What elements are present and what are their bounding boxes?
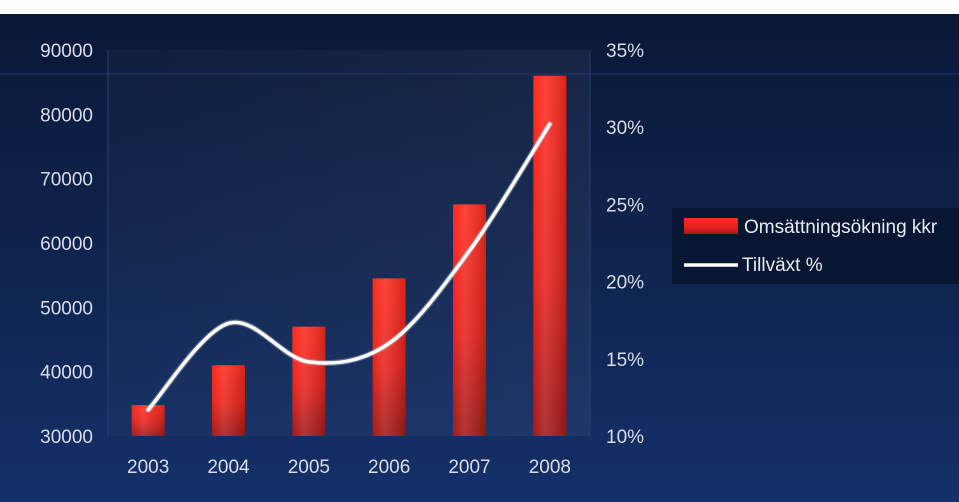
y-left-tick-label: 90000	[40, 41, 93, 62]
y-right-tick-label: 15%	[606, 350, 644, 371]
x-tick-label: 2003	[127, 457, 169, 478]
y-right-tick-label: 30%	[606, 118, 644, 139]
bar-shade-2005	[292, 326, 326, 436]
plot-area: 30000 40000 50000 60000 70000 80000 90000 10% 15…	[0, 41, 959, 478]
bar-shade-2008	[533, 75, 567, 436]
x-tick-label: 2007	[448, 457, 490, 478]
x-tick-label: 2005	[288, 457, 330, 478]
y-left-tick-label: 30000	[40, 427, 93, 448]
x-tick-label: 2008	[529, 457, 571, 478]
y-right-tick-label: 20%	[606, 273, 644, 294]
legend-swatch-bar	[684, 218, 738, 234]
y-left-tick-label: 80000	[40, 105, 93, 126]
bar-shade-2007	[453, 204, 486, 436]
legend-label-bar: Omsättningsökning kkr	[744, 217, 938, 238]
growth-line	[146, 122, 552, 412]
y-right-tick-label: 10%	[606, 427, 644, 448]
y-right-tick-label: 35%	[606, 41, 644, 62]
y-left-tick-label: 70000	[40, 170, 93, 191]
x-tick-label: 2006	[368, 457, 410, 478]
y-left-tick-label: 60000	[40, 234, 93, 255]
x-tick-label: 2004	[207, 457, 250, 478]
plot-panel	[108, 50, 590, 436]
y-right-tick-label: 25%	[606, 195, 644, 216]
bar-shade-2006	[372, 278, 406, 436]
legend-label-line: Tillväxt %	[742, 255, 823, 276]
y-left-tick-label: 50000	[40, 298, 93, 319]
y-left-tick-label: 40000	[40, 363, 93, 384]
bar-shade-2004	[212, 365, 245, 436]
